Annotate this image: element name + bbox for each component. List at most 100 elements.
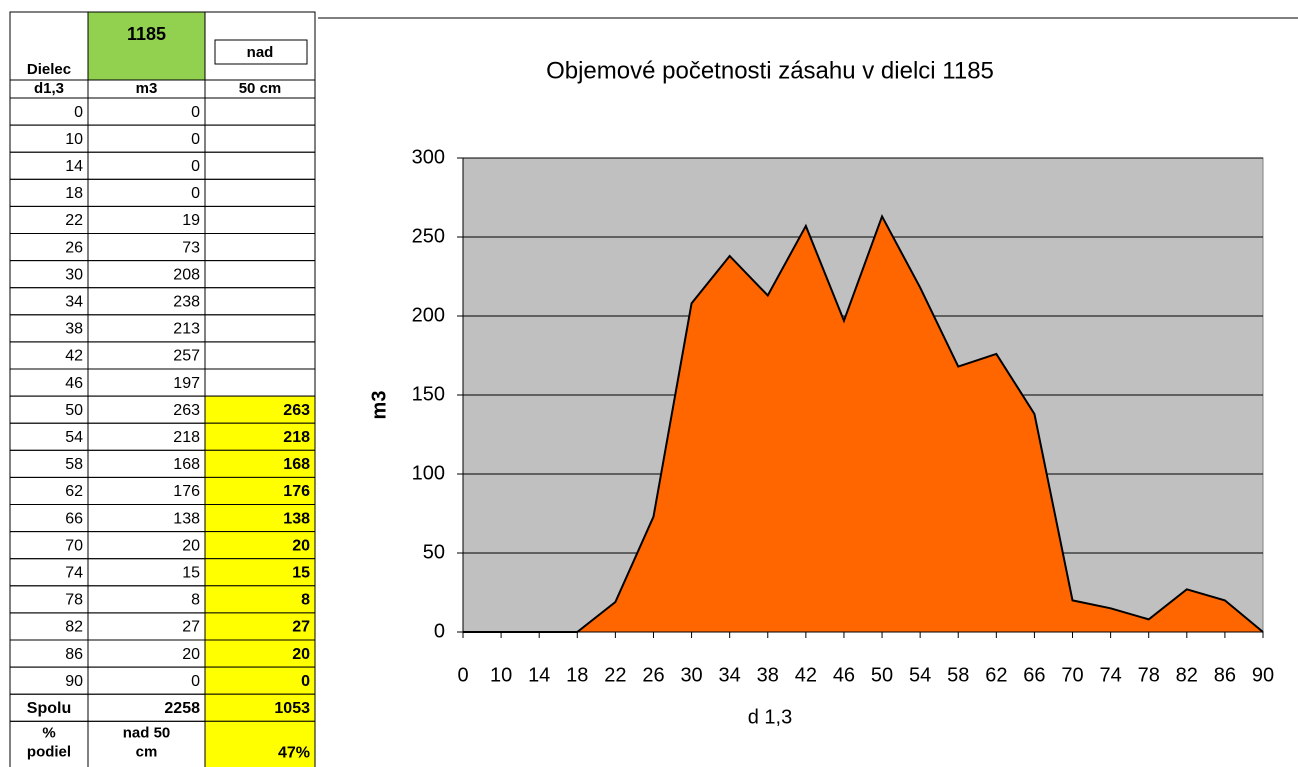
header-cell: m3	[136, 80, 158, 97]
cell	[204, 449, 316, 478]
area	[463, 216, 1263, 632]
table-cell: 90	[65, 673, 83, 690]
cell	[204, 639, 316, 668]
table-cell: 42	[65, 348, 83, 365]
table-cell: 66	[65, 510, 83, 527]
total-cell: Spolu	[27, 700, 71, 717]
x-tick-label: 18	[566, 664, 588, 686]
cell	[204, 585, 316, 614]
table-cell: 20	[182, 537, 200, 554]
y-tick-label: 300	[412, 146, 445, 168]
table-cell: 0	[74, 104, 83, 121]
cell	[204, 205, 316, 234]
table-cell: 15	[182, 564, 200, 581]
cell	[204, 314, 316, 343]
cell	[204, 395, 316, 424]
x-tick-label: 86	[1214, 664, 1236, 686]
total-cell: 1053	[274, 700, 310, 717]
cell	[204, 124, 316, 153]
table-cell: 208	[173, 266, 200, 283]
header-cell: d1,3	[34, 80, 64, 97]
table-cell: 82	[65, 619, 83, 636]
x-tick-label: 54	[909, 664, 931, 686]
table-cell: 46	[65, 375, 83, 392]
cell	[204, 233, 316, 262]
table-cell: 19	[182, 212, 200, 229]
x-tick-label: 82	[1176, 664, 1198, 686]
x-tick-label: 10	[490, 664, 512, 686]
table-cell: 213	[173, 321, 200, 338]
cell	[204, 531, 316, 560]
table-cell: 73	[182, 239, 200, 256]
cell	[204, 720, 316, 767]
header-cell: nad	[247, 44, 274, 61]
x-tick-label: 58	[947, 664, 969, 686]
table-cell: 8	[191, 592, 200, 609]
cell	[204, 476, 316, 505]
table-cell: 78	[65, 592, 83, 609]
y-tick-label: 200	[412, 304, 445, 326]
x-tick-label: 34	[719, 664, 741, 686]
table-cell: 263	[173, 402, 200, 419]
table-cell: 0	[191, 158, 200, 175]
cell	[87, 666, 206, 695]
table-cell: 26	[65, 239, 83, 256]
table-cell: 138	[173, 510, 200, 527]
table-cell: 62	[65, 483, 83, 500]
x-tick-label: 46	[833, 664, 855, 686]
header-box	[214, 39, 308, 65]
x-tick-label: 42	[795, 664, 817, 686]
x-tick-label: 38	[757, 664, 779, 686]
cell	[204, 422, 316, 451]
cell	[87, 178, 206, 207]
table-cell: 176	[173, 483, 200, 500]
total-cell: 2258	[164, 700, 200, 717]
table-cell: 14	[65, 158, 83, 175]
x-tick-label: 30	[680, 664, 702, 686]
table-cell: 74	[65, 564, 83, 581]
x-tick-label: 74	[1099, 664, 1121, 686]
cell	[204, 151, 316, 180]
table-cell: 50	[65, 402, 83, 419]
cell	[204, 368, 316, 397]
x-tick-label: 78	[1138, 664, 1160, 686]
x-tick-label: 70	[1061, 664, 1083, 686]
table-cell: 0	[191, 131, 200, 148]
table-cell: 20	[292, 537, 310, 554]
cell	[87, 124, 206, 153]
table-cell: 0	[301, 673, 310, 690]
cell	[204, 341, 316, 370]
table-cell: 8	[301, 592, 310, 609]
x-axis-label: d 1,3	[748, 706, 792, 728]
table-cell: 27	[182, 619, 200, 636]
table-cell: 218	[173, 429, 200, 446]
table-cell: 22	[65, 212, 83, 229]
cell	[204, 558, 316, 587]
header-background	[88, 12, 205, 80]
table-cell: 168	[283, 456, 310, 473]
x-tick-label: 50	[871, 664, 893, 686]
x-tick-label: 0	[457, 664, 468, 686]
y-tick-label: 150	[412, 383, 445, 405]
header-cell: 50 cm	[239, 80, 282, 97]
table-cell: 30	[65, 266, 83, 283]
cell	[204, 666, 316, 695]
cell	[87, 151, 206, 180]
table-cell: 10	[65, 131, 83, 148]
table-cell: 18	[65, 185, 83, 202]
cell	[204, 504, 316, 533]
y-tick-label: 0	[434, 620, 445, 642]
cell	[204, 260, 316, 289]
table-cell: 238	[173, 293, 200, 310]
table-cell: 15	[292, 564, 310, 581]
table-cell: 0	[191, 104, 200, 121]
table-cell: 27	[292, 619, 310, 636]
footer-cell: % podiel	[27, 724, 71, 760]
x-tick-label: 26	[642, 664, 664, 686]
x-tick-label: 66	[1023, 664, 1045, 686]
header-cell: 1185	[127, 24, 166, 44]
table-cell: 34	[65, 293, 83, 310]
table-cell: 20	[292, 646, 310, 663]
